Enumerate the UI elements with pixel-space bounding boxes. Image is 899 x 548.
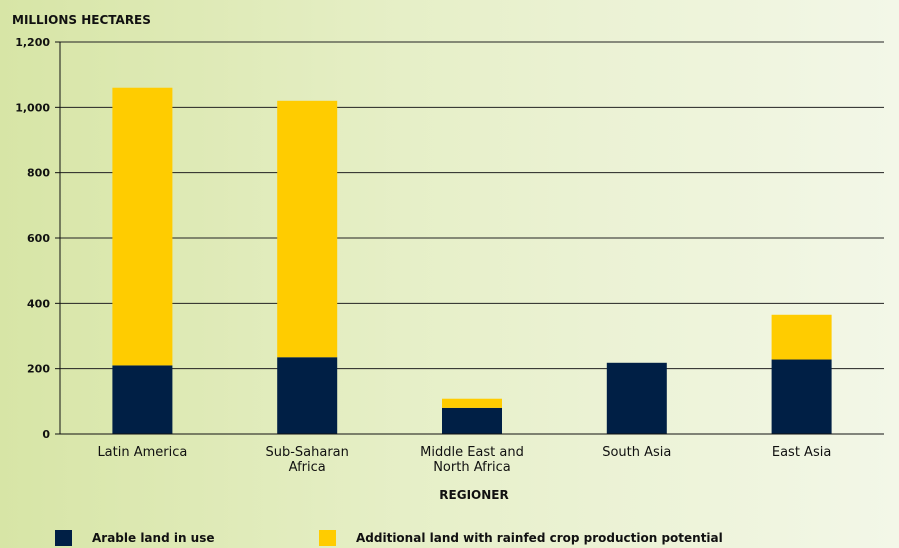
x-tick-label: Sub-Saharan Africa (265, 445, 348, 475)
legend: Arable land in use Additional land with … (0, 530, 899, 548)
y-tick-label: 1,000 (15, 101, 50, 114)
legend-item-additional: Additional land with rainfed crop produc… (319, 530, 723, 546)
bar-segment-arable (277, 357, 337, 434)
y-tick-label: 0 (42, 428, 50, 441)
y-tick-label: 600 (27, 232, 50, 245)
bars (112, 88, 831, 434)
legend-swatch-additional (319, 530, 336, 546)
y-axis-unit-label: MILLIONS HECTARES (12, 13, 151, 27)
y-tick-label: 1,200 (15, 36, 50, 49)
legend-swatch-arable (55, 530, 72, 546)
bar-segment-arable (772, 360, 832, 434)
x-axis-label: REGIONER (439, 488, 508, 502)
y-tick-label: 400 (27, 297, 50, 310)
bar-segment-arable (112, 365, 172, 434)
bar-segment-arable (607, 363, 667, 434)
bar-segment-additional (442, 399, 502, 408)
y-tick-label: 200 (27, 363, 50, 376)
x-tick-label: Middle East and North Africa (420, 445, 524, 475)
bar-segment-additional (112, 88, 172, 366)
gridlines (55, 42, 884, 434)
legend-item-arable: Arable land in use (55, 530, 215, 546)
bar-segment-additional (772, 315, 832, 360)
x-tick-label: Latin America (97, 445, 187, 460)
bar-segment-additional (277, 101, 337, 357)
x-tick-labels: Latin America Sub-Saharan Africa Middle Eas… (97, 445, 831, 475)
bar-segment-arable (442, 408, 502, 434)
x-tick-label: South Asia (602, 445, 671, 460)
y-tick-label: 800 (27, 167, 50, 180)
y-tick-labels: 0 200 400 600 800 1,000 1,200 (15, 36, 50, 441)
legend-label-additional: Additional land with rainfed crop produc… (356, 531, 723, 545)
x-tick-label: East Asia (772, 445, 831, 460)
legend-label-arable: Arable land in use (92, 531, 215, 545)
stacked-bar-chart: MILLIONS HECTARES 0 200 400 600 800 1,000 1,20… (0, 0, 899, 530)
